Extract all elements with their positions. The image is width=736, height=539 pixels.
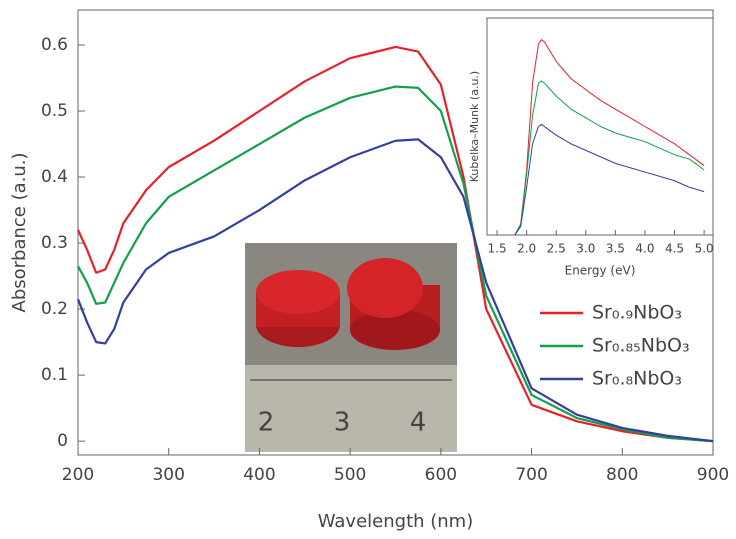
x-tick-label: 200: [62, 465, 94, 485]
legend-label: Sr₀.₈NbO₃: [592, 368, 682, 390]
ruler-number: 3: [334, 408, 351, 438]
x-tick-label: 5.0: [695, 242, 714, 256]
photo: [245, 243, 457, 452]
x-tick-label: 300: [152, 465, 184, 485]
legend-label: Sr₀.₉NbO₃: [592, 302, 682, 324]
legend-label: Sr₀.₈₅NbO₃: [592, 335, 690, 357]
series-line: [514, 39, 705, 236]
y-axis-label: Absorbance (a.u.): [9, 152, 30, 312]
series-line: [76, 138, 714, 443]
series-line: [514, 80, 705, 236]
x-tick-label: 800: [606, 465, 638, 485]
x-tick-label: 700: [515, 465, 547, 485]
x-tick-label: 4.0: [635, 242, 654, 256]
x-tick-label: 2.5: [547, 242, 566, 256]
series-line: [76, 45, 714, 443]
ruler-number: 4: [410, 408, 427, 438]
y-tick-label: 0.2: [41, 299, 68, 319]
y-axis-label: Kubelka–Munk (a.u.): [468, 71, 481, 182]
x-tick-label: 900: [697, 465, 729, 485]
series-line: [514, 123, 705, 236]
x-tick-label: 500: [334, 465, 366, 485]
x-tick-label: 2.0: [517, 242, 536, 256]
x-tick-label: 600: [425, 465, 457, 485]
x-axis-label: Wavelength (nm): [318, 511, 474, 532]
x-tick-label: 1.5: [488, 242, 507, 256]
x-tick-label: 400: [243, 465, 275, 485]
series-line: [77, 85, 714, 443]
y-tick-label: 0.4: [41, 167, 68, 187]
x-tick-label: 3.0: [576, 242, 595, 256]
y-tick-label: 0.3: [41, 233, 68, 253]
x-axis-label: Energy (eV): [565, 264, 636, 278]
y-tick-label: 0: [57, 431, 68, 451]
y-tick-label: 0.6: [41, 35, 68, 55]
y-tick-label: 0.5: [41, 101, 68, 121]
x-tick-label: 4.5: [665, 242, 684, 256]
ruler-number: 2: [258, 408, 275, 438]
y-tick-label: 0.1: [41, 365, 68, 385]
x-tick-label: 3.5: [606, 242, 625, 256]
